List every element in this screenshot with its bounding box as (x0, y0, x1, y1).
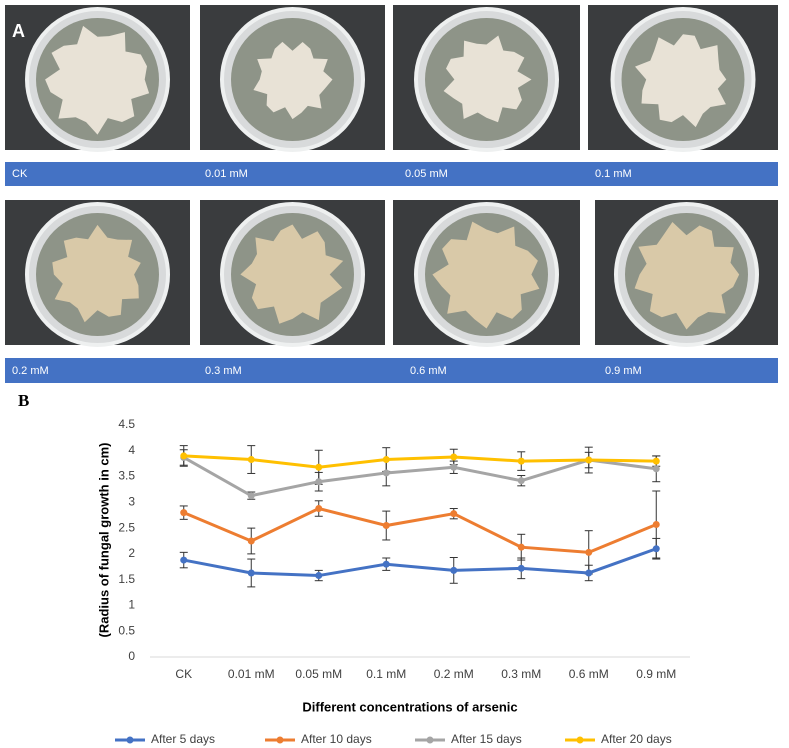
point (450, 510, 458, 518)
y-tick-label: 4.5 (118, 417, 135, 431)
point (315, 478, 323, 486)
dish-label: 0.3 mM (205, 365, 242, 377)
point (517, 457, 525, 465)
y-tick-label: 3.5 (118, 469, 135, 483)
legend-label: After 15 days (451, 732, 522, 746)
point (450, 463, 458, 471)
x-tick-label: 0.1 mM (366, 667, 406, 681)
colony (634, 222, 740, 330)
series-line (183, 454, 657, 469)
y-tick-label: 2.5 (118, 520, 135, 534)
point (382, 456, 390, 464)
series-line (183, 547, 657, 578)
x-tick-label: 0.9 mM (636, 667, 676, 681)
panel-label: A (12, 21, 25, 41)
legend-marker (576, 736, 584, 744)
legend-label: After 5 days (151, 732, 215, 746)
point (247, 492, 255, 500)
colony (443, 35, 532, 123)
x-tick-label: 0.6 mM (569, 667, 609, 681)
point (382, 560, 390, 568)
dish-label: 0.2 mM (12, 365, 49, 377)
point (450, 453, 458, 461)
series-line (183, 506, 657, 554)
point (517, 564, 525, 572)
point (180, 509, 188, 517)
dish-label: 0.9 mM (605, 365, 642, 377)
x-tick-label: 0.05 mM (295, 667, 342, 681)
point (180, 556, 188, 564)
point (315, 572, 323, 580)
y-tick-label: 1.5 (118, 572, 135, 586)
panel-label: B (18, 391, 29, 410)
x-tick-label: 0.01 mM (228, 667, 275, 681)
point (247, 569, 255, 577)
point (247, 456, 255, 464)
point (517, 477, 525, 485)
colony (253, 41, 333, 120)
series-line (183, 456, 657, 498)
dish-label: 0.01 mM (205, 168, 248, 180)
x-tick-label: CK (175, 667, 192, 681)
y-tick-label: 1 (128, 598, 135, 612)
legend-marker (126, 736, 134, 744)
point (450, 566, 458, 574)
point (652, 545, 660, 553)
y-tick-label: 3 (128, 495, 135, 509)
legend-marker (276, 736, 284, 744)
y-tick-label: 4 (128, 443, 135, 457)
point (652, 521, 660, 529)
colony (240, 224, 344, 324)
dish-label: 0.6 mM (410, 365, 447, 377)
dish-label: 0.1 mM (595, 168, 632, 180)
label-bar (5, 358, 778, 383)
point (315, 505, 323, 513)
point (585, 456, 593, 464)
colony (635, 34, 727, 128)
legend-label: After 20 days (601, 732, 672, 746)
panel-a: A (5, 5, 778, 347)
point (247, 537, 255, 545)
dish-label: 0.05 mM (405, 168, 448, 180)
y-tick-label: 0.5 (118, 623, 135, 637)
point (585, 548, 593, 556)
colony (432, 221, 540, 329)
point (652, 465, 660, 473)
point (585, 569, 593, 577)
legend-label: After 10 days (301, 732, 372, 746)
point (517, 543, 525, 551)
x-axis-title: Different concentrations of arsenic (302, 699, 517, 714)
y-tick-label: 2 (128, 546, 135, 560)
point (382, 522, 390, 530)
point (180, 452, 188, 460)
y-tick-label: 0 (128, 649, 135, 663)
colony (52, 224, 141, 323)
y-axis-title: (Radius of fungal growth in cm) (96, 443, 111, 638)
point (382, 469, 390, 477)
x-tick-label: 0.3 mM (501, 667, 541, 681)
colony (45, 25, 150, 135)
point (315, 463, 323, 471)
legend-marker (426, 736, 434, 744)
dish-label: CK (12, 168, 28, 180)
point (652, 457, 660, 465)
label-bar (5, 162, 778, 186)
x-tick-label: 0.2 mM (434, 667, 474, 681)
